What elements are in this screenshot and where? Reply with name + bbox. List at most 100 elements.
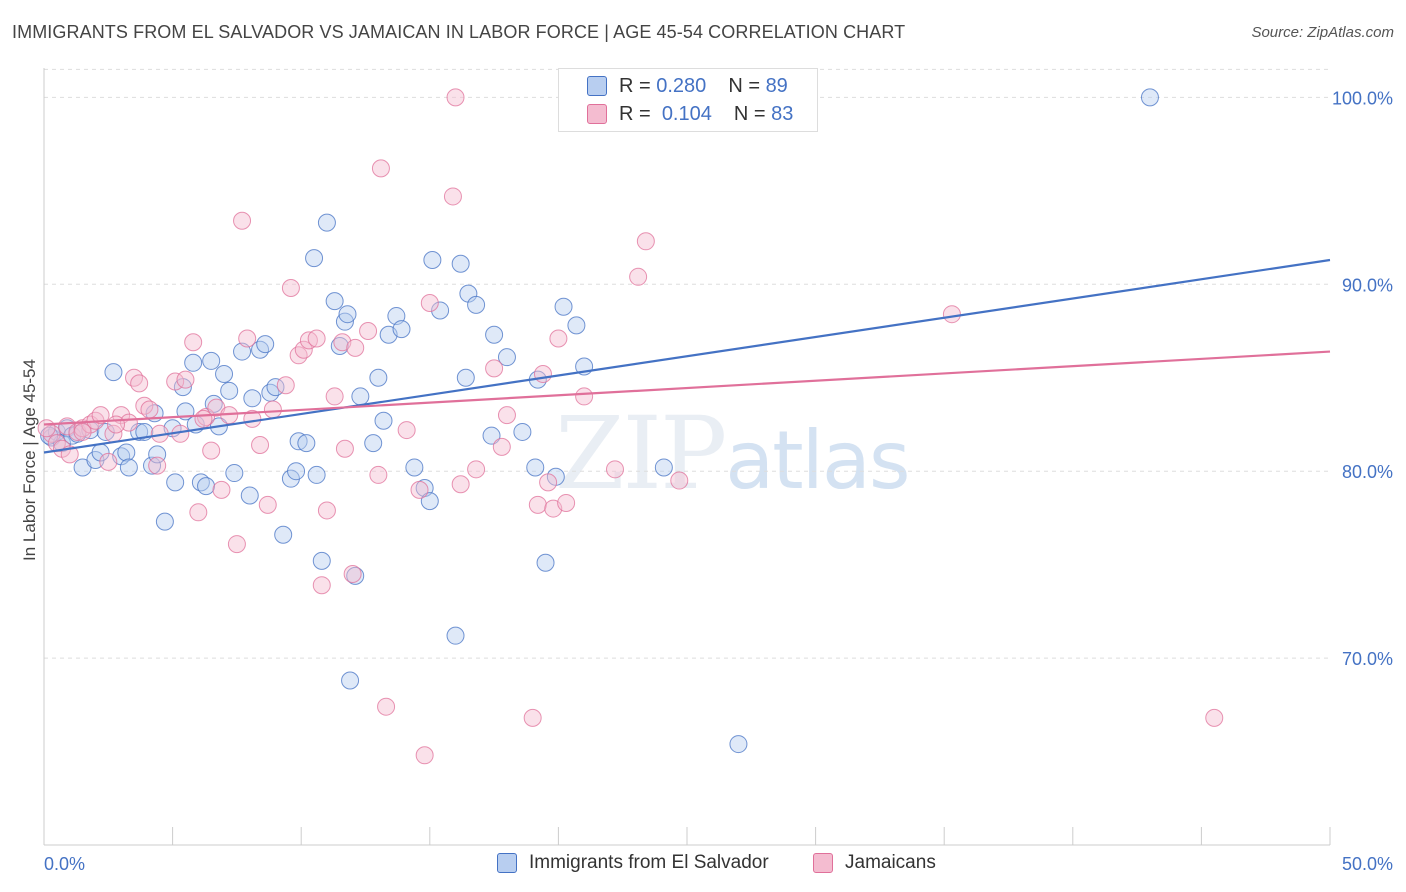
legend-item-el-salvador: Immigrants from El Salvador <box>497 852 769 874</box>
point-jamaican <box>189 503 208 522</box>
point-jamaican <box>446 88 465 107</box>
point-jamaican <box>523 708 542 727</box>
y-tick-label: 80.0% <box>1342 462 1393 482</box>
trend-line-el-salvador <box>43 258 1331 454</box>
point-jamaican <box>443 187 462 206</box>
r-value: 0.104 <box>661 102 712 125</box>
point-jamaican <box>557 493 576 512</box>
point-jamaican <box>107 415 126 434</box>
watermark: ZIPatlas <box>555 395 911 512</box>
y-tick-label: 90.0% <box>1342 275 1393 295</box>
point-jamaican <box>942 305 961 324</box>
point-el-salvador <box>220 381 239 400</box>
n-label: N = <box>728 74 760 97</box>
blue-swatch <box>587 76 607 96</box>
point-el-salvador <box>215 365 234 383</box>
point-el-salvador <box>456 368 475 387</box>
point-el-salvador <box>202 351 221 370</box>
stats-legend-row-blue: R = 0.280 N = 89 <box>587 73 788 99</box>
r-value: 0.280 <box>656 74 707 97</box>
point-jamaican <box>276 376 295 395</box>
r-label: R = <box>619 102 651 125</box>
x-tick-label: 50.0% <box>1342 854 1393 874</box>
legend-label: Jamaicans <box>845 852 936 873</box>
point-jamaican <box>212 480 231 499</box>
point-jamaican <box>670 471 689 490</box>
point-el-salvador <box>335 312 354 331</box>
point-jamaican <box>451 475 470 494</box>
point-jamaican <box>539 473 558 492</box>
point-jamaican <box>533 365 552 383</box>
point-el-salvador <box>312 551 331 570</box>
point-jamaican <box>251 436 270 455</box>
x-tick-label: 0.0% <box>44 854 85 874</box>
point-jamaican <box>197 407 216 426</box>
point-el-salvador <box>42 428 61 447</box>
point-el-salvador <box>338 305 357 324</box>
point-el-salvador <box>374 411 393 430</box>
point-jamaican <box>605 460 624 479</box>
point-el-salvador <box>289 432 308 451</box>
point-jamaican <box>258 495 277 514</box>
stats-legend: R = 0.280 N = 89 R = 0.104 N = 83 <box>558 68 818 132</box>
point-jamaican <box>377 697 396 716</box>
point-el-salvador <box>305 249 324 268</box>
y-tick-label: 100.0% <box>1332 88 1393 108</box>
point-jamaican <box>140 400 159 419</box>
point-jamaican <box>243 409 262 428</box>
point-jamaican <box>37 419 56 438</box>
point-jamaican <box>42 424 61 443</box>
point-jamaican <box>307 329 326 348</box>
point-el-salvador <box>184 353 203 372</box>
point-jamaican <box>317 501 336 520</box>
source-label: Source: ZipAtlas.com <box>1251 24 1394 41</box>
point-el-salvador <box>423 250 442 269</box>
point-el-salvador <box>130 422 149 441</box>
point-el-salvador <box>497 348 516 367</box>
point-jamaican <box>415 746 434 765</box>
point-el-salvador <box>729 735 748 754</box>
watermark-atlas: atlas <box>725 414 910 507</box>
point-jamaican <box>359 322 378 341</box>
point-el-salvador <box>119 458 138 477</box>
point-el-salvador <box>567 316 586 335</box>
point-el-salvador <box>1140 88 1159 107</box>
point-el-salvador <box>346 566 365 585</box>
point-jamaican <box>467 460 486 479</box>
point-jamaican <box>238 329 257 348</box>
legend-label: Immigrants from El Salvador <box>529 852 769 873</box>
point-jamaican <box>73 422 92 441</box>
point-jamaican <box>281 279 300 298</box>
n-value: 83 <box>771 102 794 125</box>
point-jamaican <box>575 387 594 406</box>
point-jamaican <box>335 439 354 458</box>
point-jamaican <box>629 267 648 286</box>
point-el-salvador <box>467 295 486 314</box>
point-jamaican <box>1205 708 1224 727</box>
point-el-salvador <box>251 340 270 359</box>
point-jamaican <box>497 406 516 425</box>
point-jamaican <box>397 421 416 440</box>
point-el-salvador <box>155 512 174 531</box>
y-tick-label: 70.0% <box>1342 649 1393 669</box>
point-el-salvador <box>369 368 388 387</box>
point-el-salvador <box>526 458 545 477</box>
point-el-salvador <box>287 462 306 481</box>
point-el-salvador <box>317 213 336 232</box>
point-el-salvador <box>307 465 326 484</box>
point-jamaican <box>125 368 144 387</box>
r-label: R = <box>619 74 651 97</box>
point-jamaican <box>194 409 213 428</box>
trend-line-jamaican <box>43 350 1331 426</box>
point-jamaican <box>549 329 568 348</box>
chart-title: IMMIGRANTS FROM EL SALVADOR VS JAMAICAN … <box>12 22 906 42</box>
point-jamaican <box>130 374 149 393</box>
point-jamaican <box>202 441 221 460</box>
point-el-salvador <box>431 301 450 320</box>
pink-swatch <box>813 853 833 873</box>
point-el-salvador <box>451 254 470 273</box>
legend-item-jamaicans: Jamaicans <box>813 852 936 874</box>
point-el-salvador <box>392 320 411 339</box>
point-jamaican <box>227 535 246 554</box>
point-el-salvador <box>482 426 501 445</box>
